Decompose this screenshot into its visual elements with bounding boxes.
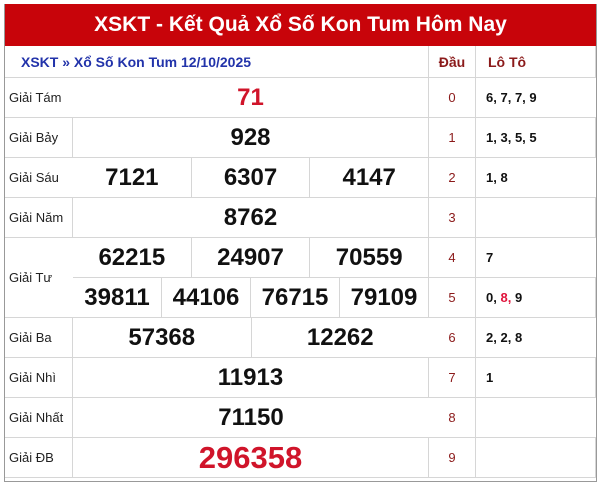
prize-number: 11913 <box>217 363 284 391</box>
prize-number: 12262 <box>306 323 374 351</box>
prize-numbers-db: 296358 <box>73 438 429 478</box>
loto-cell: 1, 8 <box>476 158 596 198</box>
prize-label-g1: Giải Nhất <box>5 398 73 438</box>
prize-number: 7121 <box>73 158 192 197</box>
loto-tail: 7 <box>500 90 508 105</box>
loto-tail: 7 <box>486 250 494 265</box>
dau-cell: 0 <box>429 78 476 118</box>
loto-cell <box>476 398 596 438</box>
number-group: 57368 12262 <box>73 318 429 357</box>
loto-tail: 2 <box>500 330 508 345</box>
prize-label-db: Giải ĐB <box>5 438 73 478</box>
prize-numbers-g6: 7121 6307 4147 <box>73 158 429 198</box>
loto-separator: , <box>507 90 515 105</box>
loto-separator: , <box>493 290 501 305</box>
prize-label-g6: Giải Sáu <box>5 158 73 198</box>
loto-tail: 2 <box>486 330 494 345</box>
dau-cell: 9 <box>429 438 476 478</box>
loto-cell: 7 <box>476 238 596 278</box>
prize-number: 71 <box>237 83 264 111</box>
loto-separator: , <box>493 90 501 105</box>
prize-number: 8762 <box>223 203 278 231</box>
loto-cell <box>476 198 596 238</box>
dau-cell: 6 <box>429 318 476 358</box>
loto-tail: 9 <box>529 90 537 105</box>
prize-number: 79109 <box>350 283 418 311</box>
loto-tail: 1 <box>486 130 494 145</box>
dau-cell: 5 <box>429 278 476 318</box>
prize-numbers-g8: 71 <box>73 78 429 118</box>
prize-numbers-g1: 71150 <box>73 398 429 438</box>
prize-label-g8: Giải Tám <box>5 78 73 118</box>
number-group: 39811 44106 76715 79109 <box>73 278 428 317</box>
loto-tail: 0 <box>486 290 494 305</box>
prize-number: 6307 <box>192 158 311 197</box>
prize-number: 39811 <box>73 278 162 317</box>
loto-tail: 1 <box>486 170 494 185</box>
loto-tail: 7 <box>514 90 523 105</box>
prize-label-g7: Giải Bảy <box>5 118 73 158</box>
loto-tail: 5 <box>529 130 537 145</box>
loto-tail: 8 <box>500 290 508 305</box>
prize-number: 24907 <box>192 238 311 277</box>
results-table: XSKT - Kết Quả Xổ Số Kon Tum Hôm Nay XSK… <box>4 4 597 482</box>
loto-separator: , <box>522 90 530 105</box>
prize-numbers-g7: 928 <box>73 118 429 158</box>
loto-tail: 8 <box>514 330 523 345</box>
prize-number: 70559 <box>335 243 403 271</box>
loto-cell: 6, 7, 7, 9 <box>476 78 596 118</box>
loto-cell: 1 <box>476 358 596 398</box>
prize-numbers-g5: 8762 <box>73 198 429 238</box>
dau-cell: 1 <box>429 118 476 158</box>
loto-cell <box>476 438 596 478</box>
loto-separator: , <box>507 330 515 345</box>
prize-numbers-g4-row2: 39811 44106 76715 79109 <box>73 278 429 318</box>
loto-separator: , <box>507 290 515 305</box>
prize-number: 57368 <box>73 318 252 357</box>
prize-number: 928 <box>230 123 271 151</box>
loto-tail: 3 <box>500 130 508 145</box>
prize-number: 296358 <box>198 439 303 475</box>
prize-label-g4: Giải Tư <box>5 238 73 318</box>
prize-label-g3: Giải Ba <box>5 318 73 358</box>
dau-cell: 2 <box>429 158 476 198</box>
breadcrumb[interactable]: XSKT » Xổ Số Kon Tum 12/10/2025 <box>5 46 429 78</box>
loto-header: Lô Tô <box>476 46 596 78</box>
number-group: 7121 6307 4147 <box>73 158 428 197</box>
prize-numbers-g4-row1: 62215 24907 70559 <box>73 238 429 278</box>
loto-separator: , <box>493 130 501 145</box>
dau-cell: 4 <box>429 238 476 278</box>
number-group: 62215 24907 70559 <box>73 238 428 277</box>
loto-cell: 1, 3, 5, 5 <box>476 118 596 158</box>
prize-numbers-g3: 57368 12262 <box>73 318 429 358</box>
dau-header: Đầu <box>429 46 476 78</box>
prize-label-g5: Giải Năm <box>5 198 73 238</box>
prize-number: 44106 <box>162 278 251 317</box>
loto-separator: , <box>522 130 530 145</box>
loto-cell: 2, 2, 8 <box>476 318 596 358</box>
loto-tail: 5 <box>514 130 523 145</box>
loto-cell: 0, 8, 9 <box>476 278 596 318</box>
dau-cell: 8 <box>429 398 476 438</box>
dau-cell: 3 <box>429 198 476 238</box>
loto-tail: 9 <box>514 290 523 305</box>
prize-numbers-g2: 11913 <box>73 358 429 398</box>
prize-number: 76715 <box>251 278 340 317</box>
loto-tail: 1 <box>486 370 494 385</box>
loto-separator: , <box>507 130 515 145</box>
prize-number: 71150 <box>218 403 284 431</box>
prize-number: 4147 <box>342 163 396 191</box>
page-title: XSKT - Kết Quả Xổ Số Kon Tum Hôm Nay <box>5 4 596 46</box>
loto-tail: 8 <box>500 170 508 185</box>
loto-separator: , <box>493 170 501 185</box>
prize-label-g2: Giải Nhì <box>5 358 73 398</box>
loto-tail: 6 <box>486 90 494 105</box>
dau-cell: 7 <box>429 358 476 398</box>
prize-number: 62215 <box>73 238 192 277</box>
loto-separator: , <box>493 330 501 345</box>
